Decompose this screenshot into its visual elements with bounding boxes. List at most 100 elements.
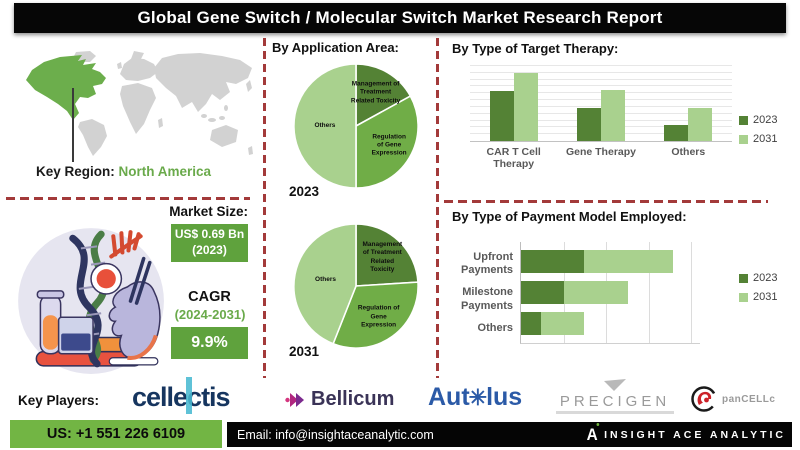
pie-slice xyxy=(293,63,357,189)
pie-slice xyxy=(355,63,412,128)
key-region-value: North America xyxy=(118,164,212,179)
pancellc-circle-icon xyxy=(691,386,717,412)
legend-swatch-2031 xyxy=(739,134,748,144)
cellectis-wordmark: cellectis xyxy=(132,382,231,412)
world-map xyxy=(26,51,253,156)
divider-vertical-right xyxy=(436,38,439,378)
legend-target-therapy: 2023 2031 xyxy=(739,114,777,145)
legend-item-2023: 2023 xyxy=(739,272,777,284)
autolus-o-icon: ✳ xyxy=(468,384,488,410)
divider-horizontal-left xyxy=(6,197,250,200)
bar-group xyxy=(470,66,557,141)
market-size-value: US$ 0.69 Bn xyxy=(174,227,245,242)
bar-2031 xyxy=(513,72,538,141)
bar-segment-2031 xyxy=(541,312,585,335)
insight-ace-logo-icon: A xyxy=(586,422,600,444)
pie-slice xyxy=(355,95,419,189)
gridline xyxy=(470,71,732,73)
bar-segment-2031 xyxy=(563,281,629,304)
category-label: Gene Therapy xyxy=(565,146,636,158)
gridline xyxy=(470,65,732,66)
report-title-bar: Global Gene Switch / Molecular Switch Ma… xyxy=(14,3,786,33)
pie-chart-application-2031: Management of Treatment Related Toxicity… xyxy=(287,217,425,355)
logo-bellicum: Bellicum xyxy=(284,388,394,411)
gridline xyxy=(470,85,732,87)
legend-item-2031: 2031 xyxy=(739,133,777,145)
section-title-application-area: By Application Area: xyxy=(272,40,399,55)
divider-horizontal-right xyxy=(444,200,768,203)
bar-2031 xyxy=(688,107,713,141)
precigen-tagline-strip xyxy=(556,411,674,414)
pie-slice-label: Management of Treatment Related Toxicity xyxy=(362,241,403,274)
lab-dna-illustration xyxy=(18,228,164,374)
legend-item-2023: 2023 xyxy=(739,114,777,126)
precigen-wordmark: PRECIGEN xyxy=(559,393,671,410)
bar-2023 xyxy=(664,124,689,141)
pie-chart-application-2023: Management of Treatment Related Toxicity… xyxy=(287,57,425,195)
map-region-north-america xyxy=(26,55,106,120)
bar-segment-2023 xyxy=(521,281,564,304)
legend-label-2023: 2023 xyxy=(753,272,778,284)
bar-segment-2031 xyxy=(584,250,673,273)
stacked-bar xyxy=(521,281,700,304)
phone-box: US: +1 551 226 6109 xyxy=(10,420,222,448)
section-title-payment-model: By Type of Payment Model Employed: xyxy=(452,209,687,224)
logo-precigen: PRECIGEN xyxy=(556,379,674,414)
legend-item-2031: 2031 xyxy=(739,291,777,303)
logo-autolus: Aut ✳ lus xyxy=(428,383,522,412)
pie-slice-label: Others xyxy=(315,275,336,283)
legend-payment-model: 2023 2031 xyxy=(739,272,777,303)
bar-2031 xyxy=(600,89,625,141)
pie-slice-label: Management of Treatment Related Toxicity xyxy=(350,80,401,105)
pancellc-wordmark: panCELLc xyxy=(722,393,776,405)
pie-slice-label: Regulation of Gene Expression xyxy=(357,304,400,329)
footer-brand: A INSIGHT ACE ANALYTIC xyxy=(586,422,786,445)
gridline xyxy=(691,242,693,343)
pie-slice-label: Regulation of Gene Expression xyxy=(371,132,407,157)
bellicum-wordmark: Bellicum xyxy=(311,388,395,410)
legend-label-2031: 2031 xyxy=(753,291,778,303)
cagr-label: CAGR xyxy=(188,289,231,305)
bar-segment-2023 xyxy=(521,312,542,335)
legend-swatch-2023 xyxy=(739,273,748,283)
cagr-period: (2024-2031) xyxy=(174,307,246,322)
autolus-wordmark-pre: Aut xyxy=(428,383,470,411)
legend-swatch-2031 xyxy=(739,292,748,302)
pie-slice xyxy=(332,281,419,349)
bar-group xyxy=(557,66,644,141)
key-region-label: Key Region: xyxy=(36,164,115,179)
pie-slice xyxy=(293,223,357,345)
pie-slice xyxy=(355,223,419,287)
stacked-bar xyxy=(521,312,700,335)
bar-2023 xyxy=(576,107,601,141)
market-size-value-box: US$ 0.69 Bn (2023) xyxy=(171,224,248,262)
autolus-wordmark-post: lus xyxy=(486,383,523,411)
category-label: CAR T Cell Therapy xyxy=(486,146,541,170)
pie-year-2031: 2031 xyxy=(289,344,320,359)
cagr-value-box: 9.9% xyxy=(171,327,248,359)
category-label: Milestone Payments xyxy=(461,286,513,312)
report-title: Global Gene Switch / Molecular Switch Ma… xyxy=(137,8,663,27)
market-size-label: Market Size: xyxy=(169,204,248,219)
bar-chart-payment-model: Upfront Payments Milestone Payments Others xyxy=(436,242,700,344)
category-label: Others xyxy=(477,322,513,335)
section-title-target-therapy: By Type of Target Therapy: xyxy=(452,41,619,56)
category-label: Others xyxy=(671,146,706,158)
map-pointer-line xyxy=(72,88,74,162)
legend-swatch-2023 xyxy=(739,115,748,125)
insight-ace-brand-text: INSIGHT ACE ANALYTIC xyxy=(604,428,786,441)
bar-group xyxy=(645,66,732,141)
cellectis-teal-bar xyxy=(186,377,192,414)
precigen-triangle-icon xyxy=(604,379,626,391)
logo-cellectis: cellectis xyxy=(132,377,231,414)
pie-year-2023: 2023 xyxy=(289,184,320,199)
divider-vertical-left xyxy=(263,38,266,378)
stacked-bar xyxy=(521,250,700,273)
footer-bar: Email: info@insightaceanalytic.com A INS… xyxy=(227,422,792,447)
pie-slice-label: Others xyxy=(314,121,336,129)
market-size-year: (2023) xyxy=(192,243,227,257)
gridline xyxy=(470,78,732,80)
gridline xyxy=(648,242,650,343)
key-region: Key Region: North America xyxy=(36,164,211,179)
